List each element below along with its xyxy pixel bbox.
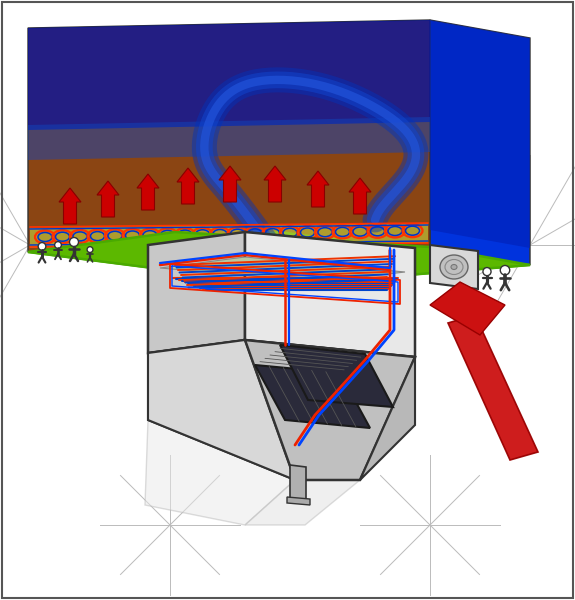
FancyArrow shape (264, 166, 286, 202)
Polygon shape (160, 257, 405, 282)
Polygon shape (145, 420, 295, 525)
Ellipse shape (451, 265, 457, 269)
Polygon shape (28, 232, 530, 285)
Polygon shape (430, 20, 530, 265)
FancyArrow shape (59, 188, 81, 224)
Polygon shape (287, 497, 310, 505)
Polygon shape (148, 340, 415, 370)
FancyArrow shape (97, 181, 119, 217)
Polygon shape (430, 20, 530, 248)
Polygon shape (245, 480, 360, 525)
Polygon shape (245, 232, 415, 357)
Polygon shape (448, 315, 538, 460)
Polygon shape (280, 345, 393, 407)
Circle shape (87, 247, 93, 253)
Polygon shape (148, 340, 295, 480)
FancyArrow shape (219, 166, 241, 202)
FancyArrow shape (349, 178, 371, 214)
FancyArrow shape (177, 168, 199, 204)
FancyArrow shape (307, 171, 329, 207)
Polygon shape (28, 232, 530, 285)
Polygon shape (360, 357, 415, 480)
Polygon shape (430, 282, 505, 335)
Polygon shape (28, 20, 430, 252)
Polygon shape (290, 465, 306, 502)
Circle shape (55, 242, 62, 248)
Polygon shape (148, 353, 295, 480)
Polygon shape (30, 223, 428, 248)
Circle shape (483, 268, 491, 275)
Polygon shape (28, 117, 430, 160)
Polygon shape (255, 365, 370, 428)
FancyArrow shape (137, 174, 159, 210)
Circle shape (70, 238, 79, 247)
Polygon shape (148, 232, 245, 353)
Polygon shape (28, 20, 430, 130)
Circle shape (500, 265, 509, 275)
Circle shape (38, 242, 46, 250)
Polygon shape (245, 340, 415, 480)
Polygon shape (430, 245, 478, 289)
Ellipse shape (440, 255, 468, 279)
